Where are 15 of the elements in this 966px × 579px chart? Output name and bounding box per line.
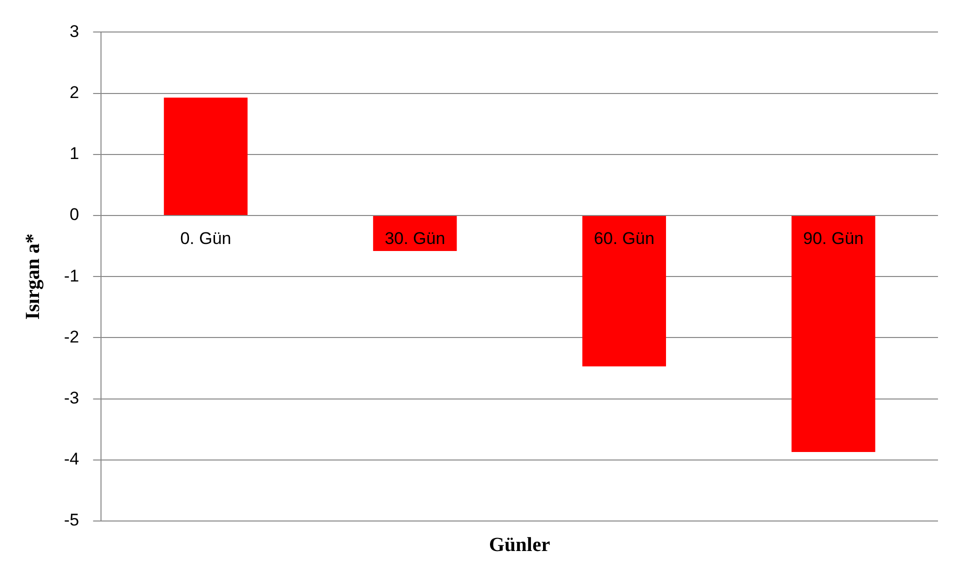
x-axis-title: Günler [488,534,550,556]
y-tick-label: -4 [64,450,80,469]
y-axis-title: Isırgan a* [22,234,44,320]
y-tick-label: 1 [70,144,80,164]
y-tick-label: 0 [70,205,80,224]
x-tick-label: 60. Gün [594,229,654,248]
y-tick-label: -1 [64,266,80,286]
y-tick-label: -5 [64,510,80,530]
x-tick-label: 90. Gün [803,229,864,248]
y-tick-label: -2 [64,327,80,346]
y-tick-label: -3 [64,388,80,408]
x-tick-label: 0. Gün [180,229,232,248]
y-tick-label: 2 [70,82,80,102]
y-tick-label: 3 [70,22,80,41]
x-tick-label: 30. Gün [384,229,446,248]
